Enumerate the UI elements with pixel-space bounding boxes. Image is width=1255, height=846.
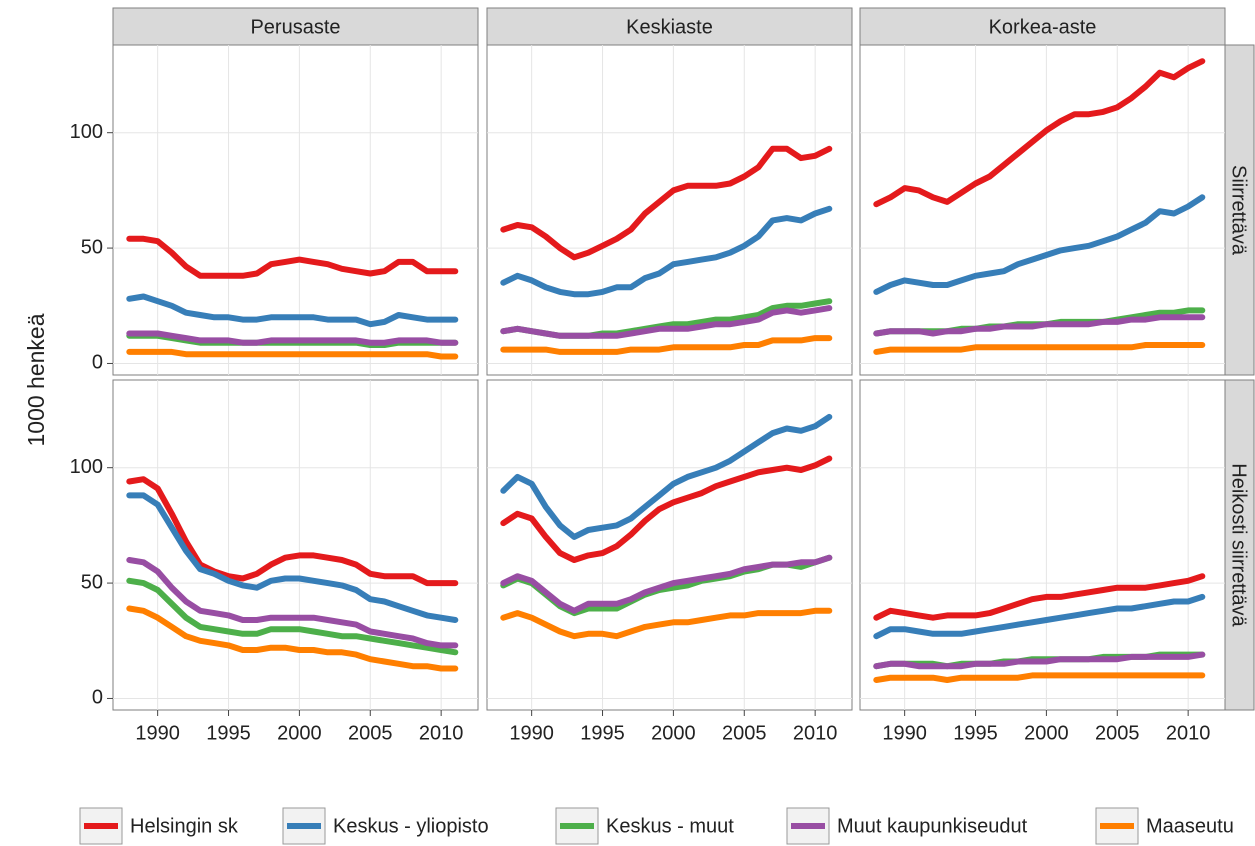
series-line [500,335,833,355]
legend-label: Keskus - yliopisto [333,815,489,837]
facet-strip [486,7,853,46]
legend-label: Maaseutu [1146,815,1234,837]
x-tick-label: 2010 [419,722,464,744]
legend-label: Keskus - muut [606,815,734,837]
facet-label: Korkea-aste [989,16,1097,38]
facet-strip [1221,379,1255,711]
series-line [873,573,1206,621]
series-line [500,205,833,298]
panel [112,44,479,376]
y-axis-title: 1000 henkeä [23,313,49,446]
legend-label: Helsingin sk [130,815,239,837]
x-tick-label: 2005 [722,722,767,744]
x-tick-label: 1995 [953,722,998,744]
series-line [500,413,833,540]
y-tick-label: 0 [92,687,103,709]
series-line [126,330,459,346]
series-line [126,235,459,279]
series-line [126,348,459,360]
y-tick-label: 100 [70,121,103,143]
x-tick-label: 2000 [1024,722,1069,744]
y-tick-label: 50 [81,236,103,258]
y-tick-label: 100 [70,456,103,478]
series-line [126,492,459,623]
series-line [500,305,833,339]
x-tick-label: 2005 [348,722,393,744]
series-line [126,605,459,672]
x-tick-label: 1995 [580,722,625,744]
x-tick-label: 1990 [509,722,554,744]
series-line [873,672,1206,683]
series-line [126,293,459,328]
series-line [500,607,833,640]
y-tick-label: 0 [92,352,103,374]
panel [486,379,853,711]
x-tick-label: 2000 [651,722,696,744]
series-line [126,476,459,587]
facet-strip [1221,44,1255,376]
x-tick-label: 1995 [206,722,251,744]
series-line [873,593,1206,640]
x-tick-label: 2000 [277,722,322,744]
series-line [126,557,459,649]
legend-label: Muut kaupunkiseudut [837,815,1028,837]
x-tick-label: 2010 [1166,722,1211,744]
facet-label: Perusaste [250,16,340,38]
facet-label: Siirrettävä [1228,165,1250,256]
series-line [873,194,1206,295]
facet-label: Heikosti siirrettävä [1228,463,1250,627]
facet-label: Keskiaste [626,16,713,38]
x-tick-label: 2005 [1095,722,1140,744]
facet-strip [112,7,479,46]
y-tick-label: 50 [81,571,103,593]
series-line [873,58,1206,208]
series-line [126,577,459,656]
x-tick-label: 1990 [882,722,927,744]
series-line [500,455,833,563]
panel [486,44,853,376]
series-line [500,145,833,261]
series-line [873,651,1206,670]
x-tick-label: 2010 [793,722,838,744]
panel [112,379,479,711]
series-line [500,554,833,614]
series-line [873,342,1206,355]
x-tick-label: 1990 [135,722,180,744]
facet-strip [859,7,1226,46]
series-line [873,314,1206,337]
